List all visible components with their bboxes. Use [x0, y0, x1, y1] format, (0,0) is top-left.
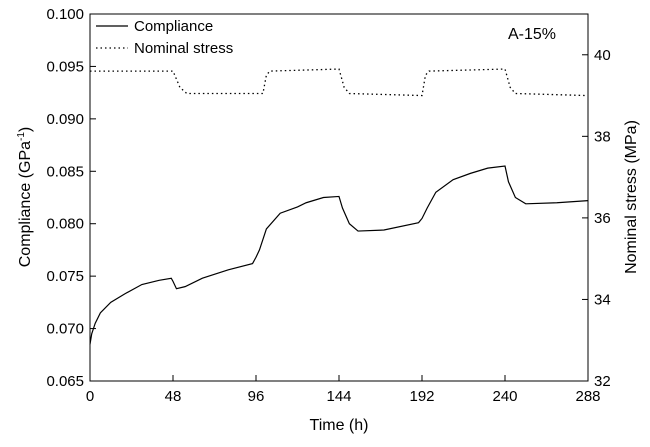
y-tick-label: 0.090: [46, 111, 84, 128]
x-tick-label: 48: [165, 388, 182, 405]
y2-tick-label: 38: [594, 128, 611, 145]
legend-label: Compliance: [134, 18, 213, 35]
x-tick-label: 144: [326, 388, 351, 405]
y2-tick-label: 32: [594, 373, 611, 390]
x-tick-label: 0: [86, 388, 94, 405]
y-axis-label-end: ): [17, 127, 34, 132]
data-line: [89, 165, 589, 345]
y-tick-label: 0.075: [46, 268, 84, 285]
y-axis-label-text: Compliance (GPa: [17, 141, 34, 267]
x-axis-label: Time (h): [310, 417, 369, 434]
y-axis-label: Compliance (GPa-1): [16, 127, 34, 268]
x-tick-label: 288: [575, 388, 600, 405]
y2-tick-label: 34: [594, 291, 611, 308]
data-line: [90, 68, 589, 97]
x-tick-label: 192: [409, 388, 434, 405]
y-tick-label: 0.065: [46, 373, 84, 390]
legend-label: Nominal stress: [134, 40, 233, 57]
y-tick-label: 0.095: [46, 58, 84, 75]
y2-axis-label: Nominal stress (MPa): [623, 120, 640, 274]
y2-tick-label: 36: [594, 210, 611, 227]
y-tick-label: 0.100: [46, 6, 84, 23]
y-axis-label-sup: -1: [16, 132, 27, 141]
y-tick-label: 0.080: [46, 216, 84, 233]
y2-tick-label: 40: [594, 47, 611, 64]
annotation: A-15%: [508, 26, 556, 43]
y-tick-label: 0.070: [46, 321, 84, 338]
y-tick-label: 0.085: [46, 163, 84, 180]
x-tick-label: 240: [492, 388, 517, 405]
x-tick-label: 96: [248, 388, 265, 405]
